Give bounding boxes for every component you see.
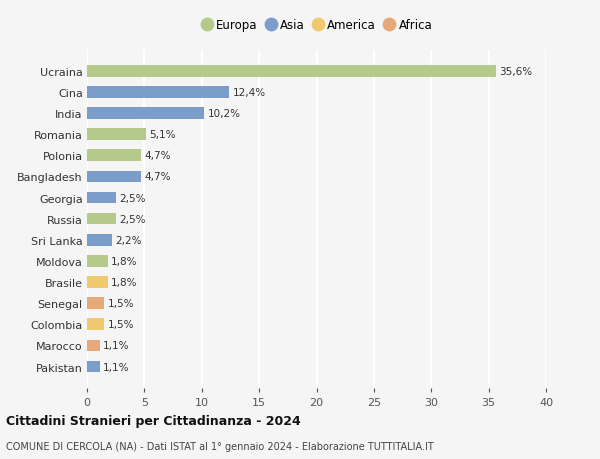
Text: 2,2%: 2,2% (116, 235, 142, 245)
Text: 12,4%: 12,4% (233, 88, 266, 98)
Text: 4,7%: 4,7% (145, 172, 171, 182)
Text: 10,2%: 10,2% (208, 109, 241, 119)
Bar (87, 171, 141, 183)
Bar (87, 150, 141, 162)
Text: 1,5%: 1,5% (107, 319, 134, 330)
Text: 1,1%: 1,1% (103, 362, 130, 372)
Text: COMUNE DI CERCOLA (NA) - Dati ISTAT al 1° gennaio 2024 - Elaborazione TUTTITALIA: COMUNE DI CERCOLA (NA) - Dati ISTAT al 1… (6, 441, 434, 451)
Bar (87, 129, 146, 140)
Bar (87, 66, 496, 78)
Text: 35,6%: 35,6% (499, 67, 532, 77)
Bar (87, 87, 229, 99)
Bar (87, 340, 100, 352)
Text: 5,1%: 5,1% (149, 130, 175, 140)
Bar (87, 298, 104, 309)
Bar (87, 235, 112, 246)
Text: 2,5%: 2,5% (119, 214, 146, 224)
Text: 1,5%: 1,5% (107, 298, 134, 308)
Text: 1,8%: 1,8% (111, 277, 137, 287)
Bar (87, 277, 107, 288)
Bar (87, 361, 100, 373)
Text: 1,8%: 1,8% (111, 256, 137, 266)
Text: 2,5%: 2,5% (119, 193, 146, 203)
Bar (87, 108, 204, 120)
Text: 1,1%: 1,1% (103, 341, 130, 351)
Bar (87, 213, 116, 225)
Text: 4,7%: 4,7% (145, 151, 171, 161)
Bar (87, 256, 107, 267)
Text: Cittadini Stranieri per Cittadinanza - 2024: Cittadini Stranieri per Cittadinanza - 2… (6, 414, 301, 428)
Bar (87, 192, 116, 204)
Legend: Europa, Asia, America, Africa: Europa, Asia, America, Africa (197, 16, 436, 36)
Bar (87, 319, 104, 330)
